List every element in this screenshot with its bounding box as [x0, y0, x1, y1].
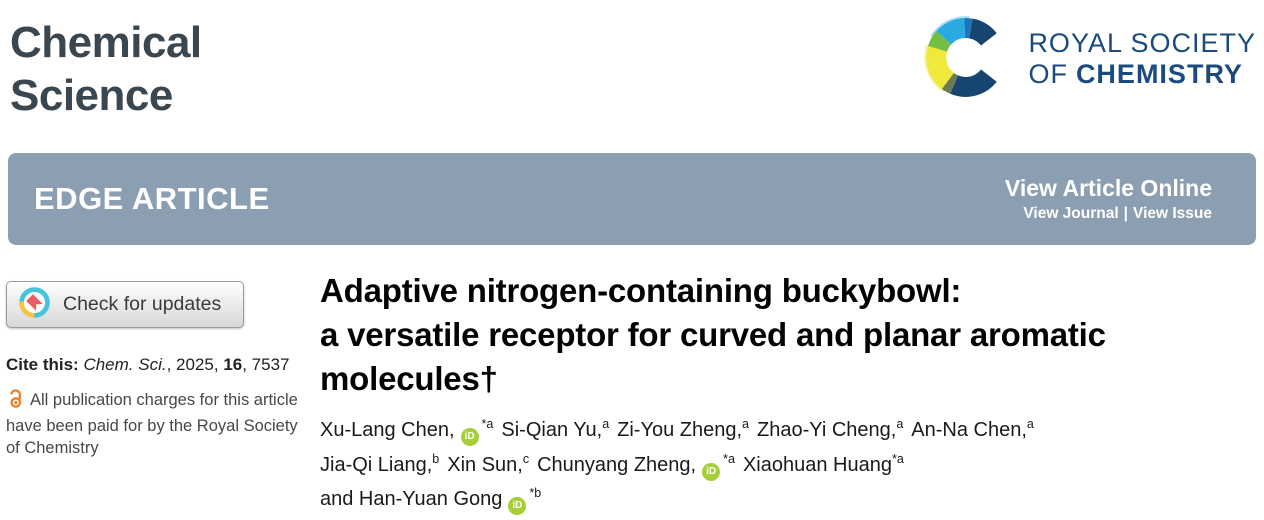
cite-journal-name: Chem. Sci.: [83, 355, 167, 374]
rsc-c-logo-icon: [921, 8, 1016, 107]
open-access-text: All publication charges for this article…: [6, 391, 298, 457]
article-type-banner: EDGE ARTICLE View Article Online View Jo…: [8, 153, 1256, 245]
affiliation-marker: *a: [481, 417, 494, 431]
rsc-wordmark-chemistry: CHEMISTRY: [1075, 59, 1243, 89]
affiliation-marker: a: [602, 417, 610, 431]
journal-title-line2: Science: [10, 71, 173, 120]
author-name: Xiaohuan Huang: [742, 453, 892, 476]
cite-prefix: Cite this:: [6, 355, 84, 374]
cite-volume: 16: [223, 355, 243, 374]
journal-title: Chemical Science: [10, 16, 202, 122]
open-access-padlock-icon: [6, 389, 26, 415]
view-article-online-link[interactable]: View Article Online: [1004, 175, 1212, 201]
view-links-separator: |: [1123, 205, 1129, 222]
article-main-column: Adaptive nitrogen-containing buckybowl: …: [320, 269, 1264, 518]
article-title-line3: molecules†: [320, 360, 498, 397]
author-list: Xu-Lang Chen, iD*a Si-Qian Yu,a Zi-You Zhen…: [320, 414, 1264, 518]
article-meta-column: Check for updates Cite this: Chem. Sci.,…: [6, 281, 306, 459]
rsc-wordmark: ROYAL SOCIETY OF CHEMISTRY: [1028, 28, 1256, 90]
view-journal-issue-links: View Journal | View Issue: [1005, 205, 1212, 223]
author-name: Jia-Qi Liang,: [320, 453, 433, 476]
affiliation-marker: a: [896, 417, 904, 431]
article-title-line1: Adaptive nitrogen-containing buckybowl:: [320, 272, 962, 309]
orcid-icon[interactable]: iD: [702, 462, 721, 481]
affiliation-marker: *a: [891, 451, 904, 466]
affiliation-marker: c: [522, 451, 530, 466]
affiliation-marker: a: [742, 417, 749, 431]
journal-title-line1: Chemical: [10, 18, 202, 67]
rsc-wordmark-of: OF: [1028, 59, 1068, 89]
check-for-updates-button[interactable]: Check for updates: [6, 281, 244, 328]
cite-pages: , 7537: [242, 355, 290, 374]
author-name: and Han-Yuan Gong: [320, 488, 503, 510]
affiliation-marker: a: [1026, 417, 1034, 431]
affiliation-marker: b: [432, 451, 440, 466]
article-title-line2: a versatile receptor for curved and plan…: [320, 316, 1106, 353]
affiliation-marker: *b: [529, 486, 542, 500]
author-line-3: and Han-Yuan Gong iD*b: [320, 483, 1264, 518]
author-name: Xin Sun,: [447, 453, 523, 476]
article-title: Adaptive nitrogen-containing buckybowl: …: [320, 269, 1264, 401]
view-journal-link[interactable]: View Journal: [1023, 205, 1119, 222]
article-type-label: EDGE ARTICLE: [34, 181, 270, 216]
author-line-2: Jia-Qi Liang,b Xin Sun,c Chunyang Zheng, iD…: [320, 449, 1264, 484]
orcid-icon[interactable]: iD: [460, 428, 479, 446]
author-name: An-Na Chen,: [911, 419, 1027, 441]
affiliation-marker: *a: [723, 451, 735, 466]
view-issue-link[interactable]: View Issue: [1133, 205, 1212, 222]
author-name: Chunyang Zheng,: [537, 453, 697, 476]
citation-line: Cite this: Chem. Sci., 2025, 16, 7537: [6, 355, 306, 375]
open-access-note: All publication charges for this article…: [6, 389, 302, 459]
author-name: Xu-Lang Chen,: [320, 419, 455, 441]
check-for-updates-label: Check for updates: [63, 293, 222, 315]
view-links-block: View Article Online View Journal | View Is…: [1005, 175, 1212, 223]
crossmark-icon: [19, 286, 50, 323]
author-line-1: Xu-Lang Chen, iD*a Si-Qian Yu,a Zi-You Zhen…: [320, 414, 1264, 449]
rsc-logo: ROYAL SOCIETY OF CHEMISTRY: [921, 8, 1256, 107]
cite-year: , 2025,: [166, 355, 224, 374]
rsc-wordmark-line1: ROYAL SOCIETY: [1028, 28, 1256, 58]
author-name: Zhao-Yi Cheng,: [757, 419, 897, 441]
author-name: Zi-You Zheng,: [617, 419, 743, 441]
author-name: Si-Qian Yu,: [501, 419, 603, 441]
orcid-icon[interactable]: iD: [508, 497, 527, 515]
